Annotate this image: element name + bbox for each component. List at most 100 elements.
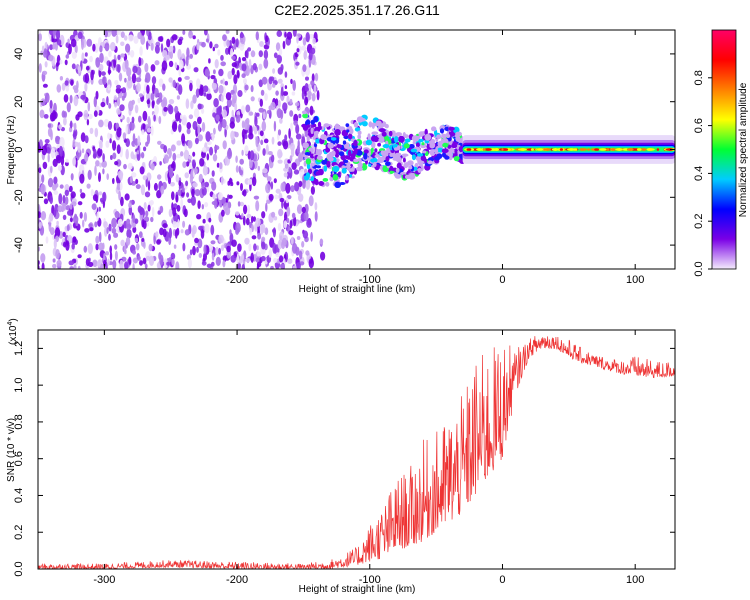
heatmap-noise-cell [220, 61, 226, 67]
heatmap-noise-cell [147, 204, 151, 212]
heatmap-band-peak [665, 148, 674, 151]
heatmap-noise-cell [41, 262, 45, 269]
heatmap-noise-cell [273, 178, 277, 184]
heatmap-noise-cell [158, 36, 164, 42]
heatmap-y-tick-label-1: -20 [13, 189, 25, 205]
heatmap-noise-cell [264, 93, 268, 101]
heatmap-transition-cell [331, 150, 336, 157]
heatmap-transition-cell [441, 133, 445, 139]
heatmap-noise-cell [198, 253, 202, 258]
heatmap-noise-cell [210, 240, 216, 245]
heatmap-transition-cell [397, 135, 405, 143]
heatmap-transition-cell [393, 172, 397, 177]
heatmap-noise-cell [89, 227, 94, 232]
heatmap-noise-cell [289, 219, 293, 229]
heatmap-noise-cell [177, 48, 182, 60]
heatmap-noise-cell [137, 31, 142, 40]
heatmap-noise-cell [147, 115, 151, 126]
heatmap-noise-cell [48, 54, 54, 62]
heatmap-noise-cell [169, 168, 174, 179]
heatmap-transition-cell [374, 148, 378, 153]
heatmap-transition-cell [411, 154, 416, 161]
heatmap-noise-cell [124, 59, 129, 70]
heatmap-noise-cell [145, 72, 151, 83]
heatmap-noise-cell [150, 92, 155, 101]
heatmap-transition-cell [378, 137, 385, 143]
heatmap-noise-cell [72, 138, 76, 148]
heatmap-noise-cell [211, 170, 215, 177]
heatmap-noise-cell [98, 206, 101, 212]
heatmap-transition-cell [323, 165, 328, 172]
heatmap-noise-cell [155, 231, 159, 238]
heatmap-noise-cell [293, 169, 300, 175]
heatmap-noise-cell [270, 154, 275, 163]
heatmap-noise-cell [150, 125, 154, 136]
heatmap-noise-cell [138, 93, 143, 98]
heatmap-noise-cell [185, 55, 189, 67]
heatmap-noise-cell [252, 62, 257, 71]
heatmap-noise-cell [47, 153, 50, 163]
heatmap-transition-cell [416, 153, 424, 157]
heatmap-noise-cell [204, 68, 210, 78]
snr-background [38, 330, 675, 569]
heatmap-noise-cell [197, 200, 201, 210]
heatmap-noise-cell [303, 211, 309, 222]
heatmap-transition-cell [365, 139, 373, 146]
heatmap-noise-cell [197, 124, 201, 135]
heatmap-noise-cell [108, 61, 112, 67]
heatmap-noise-cell [170, 252, 176, 260]
heatmap-noise-cell [220, 94, 224, 103]
heatmap-noise-cell [175, 194, 179, 203]
heatmap-transition-cell [313, 143, 318, 148]
heatmap-noise-cell [79, 173, 85, 184]
heatmap-noise-cell [69, 185, 73, 193]
heatmap-noise-cell [107, 30, 112, 33]
heatmap-noise-cell [108, 233, 111, 241]
heatmap-transition-cell [314, 178, 319, 186]
heatmap-noise-cell [156, 239, 161, 245]
heatmap-noise-cell [111, 30, 117, 37]
heatmap-noise-cell [144, 62, 149, 73]
heatmap-noise-cell [49, 99, 53, 109]
heatmap-transition-cell [370, 158, 376, 163]
snr-panel: -300 -200 -100 0 100 0.0 0.2 0.4 0.6 0.8 1.0 1.2 H… [6, 318, 676, 595]
heatmap-noise-cell [91, 203, 97, 210]
heatmap-noise-cell [285, 182, 291, 194]
heatmap-transition-cell [306, 124, 310, 128]
heatmap-noise-cell [147, 34, 152, 41]
heatmap-noise-cell [290, 122, 293, 132]
heatmap-noise-cell [258, 107, 264, 113]
heatmap-noise-cell [64, 184, 70, 192]
heatmap-transition-cell [301, 110, 307, 115]
heatmap-noise-cell [213, 198, 218, 209]
heatmap-noise-cell [71, 243, 75, 250]
heatmap-noise-cell [151, 206, 155, 218]
heatmap-noise-cell [310, 231, 313, 242]
heatmap-noise-cell [144, 191, 151, 198]
heatmap-noise-cell [68, 260, 75, 266]
heatmap-noise-cell [307, 95, 312, 101]
heatmap-noise-cell [284, 85, 288, 90]
heatmap-noise-cell [115, 30, 122, 35]
heatmap-transition-cell [318, 181, 325, 186]
heatmap-noise-cell [135, 77, 142, 83]
heatmap-noise-cell [84, 135, 89, 144]
heatmap-noise-cell [196, 78, 201, 89]
heatmap-noise-cell [211, 261, 215, 267]
heatmap-transition-cell [335, 125, 342, 130]
heatmap-noise-cell [300, 45, 307, 51]
heatmap-noise-cell [160, 185, 165, 195]
heatmap-transition-cell [392, 152, 396, 158]
heatmap-noise-cell [134, 138, 139, 146]
heatmap-noise-cell [303, 49, 308, 60]
heatmap-noise-cell [40, 253, 46, 263]
heatmap-noise-cell [259, 41, 264, 47]
heatmap-noise-cell [263, 138, 269, 144]
heatmap-noise-cell [182, 30, 186, 35]
heatmap-transition-cell [316, 149, 323, 156]
heatmap-noise-cell [174, 62, 178, 69]
heatmap-noise-cell [133, 83, 136, 91]
heatmap-noise-cell [45, 236, 49, 244]
heatmap-transition-cell [325, 147, 331, 153]
heatmap-noise-cell [241, 57, 247, 62]
